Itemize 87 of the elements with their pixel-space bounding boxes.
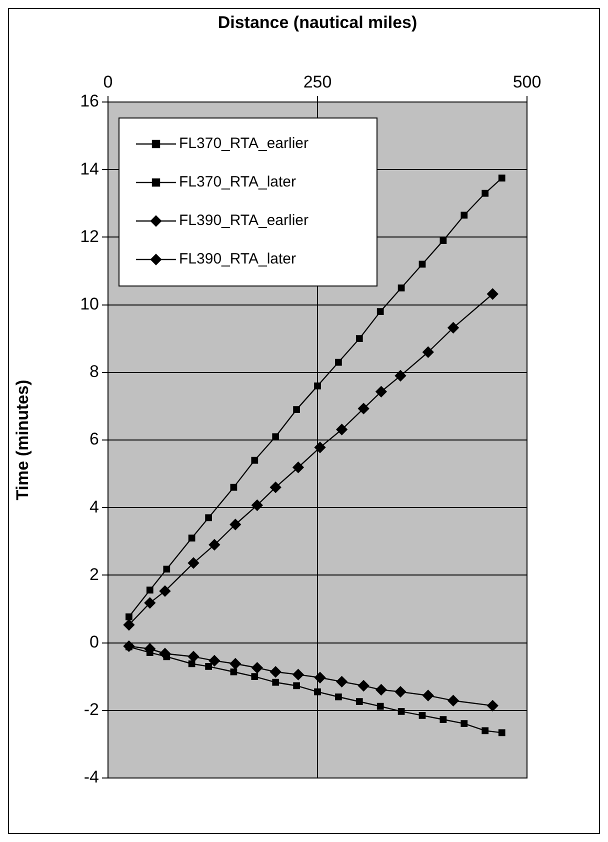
- legend-label: FL370_RTA_earlier: [179, 135, 309, 152]
- legend-label: FL370_RTA_later: [179, 174, 296, 191]
- point: [482, 190, 489, 197]
- point: [376, 386, 387, 398]
- point: [230, 518, 241, 530]
- point: [376, 308, 384, 315]
- point: [376, 684, 387, 696]
- point: [163, 566, 170, 573]
- point: [293, 682, 300, 690]
- y-tick-label: 2: [90, 564, 99, 584]
- chart-frame: Distance (nautical miles) Time (minutes) 0 250 500 -4 -2 0 2 4 6 8 10 12 14 16 FL370_RTA_earlier FL370_RTA_later FL390_RTA_earlier FL390_RTA_later: [8, 8, 600, 834]
- point: [422, 346, 434, 358]
- point: [314, 382, 321, 390]
- point: [358, 680, 370, 692]
- x-axis-title: Distance (nautical miles): [218, 12, 418, 32]
- point: [208, 655, 220, 666]
- point: [251, 673, 258, 680]
- point: [159, 585, 171, 597]
- point: [487, 288, 498, 300]
- legend-label: FL390_RTA_later: [179, 250, 296, 268]
- y-tick-label: 16: [80, 92, 99, 111]
- point: [126, 613, 132, 620]
- point: [188, 651, 200, 662]
- point: [292, 462, 304, 473]
- point: [335, 693, 342, 700]
- point: [144, 597, 156, 609]
- point: [252, 500, 263, 511]
- point: [394, 686, 406, 698]
- point: [230, 484, 238, 491]
- point: [292, 668, 304, 680]
- point: [460, 720, 468, 728]
- point: [394, 370, 406, 382]
- point: [314, 442, 326, 454]
- x-tick-label: 0: [103, 72, 113, 92]
- y-tick-label: 6: [90, 430, 99, 449]
- point: [336, 424, 348, 436]
- y-tick-label: -2: [84, 700, 99, 720]
- point: [422, 690, 434, 702]
- y-tick-label: 10: [80, 294, 99, 314]
- point: [448, 322, 459, 334]
- point: [356, 698, 363, 706]
- point: [314, 688, 321, 696]
- y-tick-label: 4: [90, 497, 99, 516]
- point: [205, 663, 212, 670]
- point: [358, 402, 370, 414]
- point: [487, 700, 498, 712]
- point: [398, 284, 405, 292]
- y-axis-title: Time (minutes): [12, 380, 32, 500]
- y-tick-label: 0: [90, 632, 99, 652]
- point: [498, 729, 506, 736]
- point: [460, 212, 468, 219]
- point: [270, 666, 282, 678]
- point: [376, 702, 384, 710]
- point: [482, 727, 489, 734]
- point: [440, 716, 447, 723]
- point: [252, 662, 263, 674]
- point: [230, 668, 238, 676]
- point: [448, 695, 459, 706]
- point: [335, 358, 342, 366]
- point: [314, 672, 326, 684]
- point: [188, 660, 196, 668]
- point: [251, 456, 258, 464]
- point: [272, 678, 280, 686]
- point: [356, 335, 363, 342]
- y-tick-label: -4: [84, 768, 99, 787]
- point: [272, 433, 280, 440]
- x-tick-label: 250: [303, 72, 332, 92]
- point: [440, 237, 447, 244]
- point: [336, 676, 348, 688]
- point: [398, 708, 405, 715]
- point: [418, 712, 426, 719]
- y-tick-label: 12: [80, 226, 99, 246]
- point: [205, 514, 212, 522]
- point: [418, 260, 426, 268]
- point: [270, 482, 282, 493]
- point: [293, 406, 300, 414]
- point: [230, 658, 241, 670]
- point: [188, 557, 200, 569]
- legend-label: FL390_RTA_earlier: [179, 212, 309, 230]
- y-tick-label: 14: [80, 159, 99, 178]
- point: [188, 534, 196, 542]
- point: [123, 619, 135, 630]
- x-tick-label: 500: [512, 72, 542, 92]
- y-tick-label: 8: [90, 362, 99, 382]
- point: [498, 174, 506, 182]
- point: [208, 539, 220, 550]
- point: [146, 586, 154, 594]
